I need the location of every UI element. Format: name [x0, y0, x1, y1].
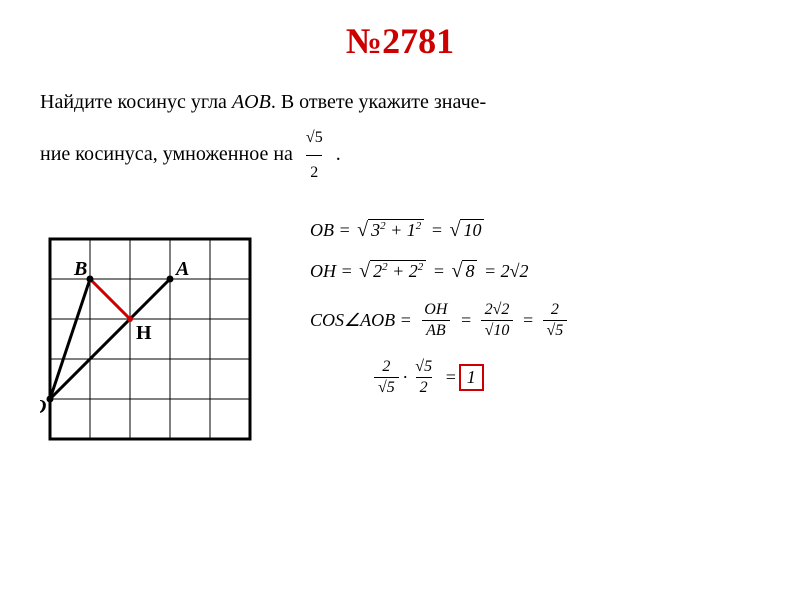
content-row: OBAН OB = √32 + 12 = √10 OH = √22 + 22 =… [40, 209, 760, 464]
problem-text-1: Найдите косинус угла [40, 91, 232, 113]
eq3-lhs: COS∠AOB [310, 310, 395, 331]
eq-equals: = [455, 310, 476, 331]
eq2-result: 2√2 [501, 261, 529, 282]
equations-block: OB = √32 + 12 = √10 OH = √22 + 22 = √8 =… [310, 209, 760, 415]
eq-equals: = [334, 220, 355, 241]
problem-statement: Найдите косинус угла AOB. В ответе укажи… [40, 82, 760, 189]
sqrt-result: √10 [449, 219, 484, 242]
answer-box: 1 [459, 364, 484, 391]
eq-equals: = [426, 220, 447, 241]
eq-equals: = [440, 367, 457, 388]
equation-cos: COS∠AOB = OH AB = 2√2 √10 = 2 √5 [310, 301, 760, 340]
equation-answer: 2 √5 · √5 2 = 1 [370, 358, 760, 397]
dot-op: · [403, 367, 408, 388]
sqrt-mid: √8 [451, 260, 477, 283]
f-num: 2 [378, 358, 394, 377]
eq1-lhs: OB [310, 220, 334, 241]
f-num: 2√2 [481, 301, 514, 320]
f-den: √5 [374, 377, 399, 397]
frac-oh-ab: OH AB [420, 301, 451, 340]
f-den: AB [422, 320, 450, 340]
frac-3: 2 √5 [543, 301, 568, 340]
frac-2: 2√2 √10 [481, 301, 514, 340]
problem-text-1c: . В ответе укажите значе- [271, 91, 486, 113]
equation-ob: OB = √32 + 12 = √10 [310, 219, 760, 242]
problem-title: №2781 [40, 20, 760, 62]
frac-num: √5 [302, 122, 327, 155]
frac-a2: √5 2 [411, 358, 436, 397]
diagram-container: O B A Н [40, 209, 270, 464]
problem-text-2: ние косинуса, умноженное на [40, 143, 298, 165]
f-den: √5 [543, 320, 568, 340]
f-den: 2 [416, 377, 432, 397]
frac-a1: 2 √5 [374, 358, 399, 397]
f-num: 2 [547, 301, 563, 320]
f-den: √10 [481, 320, 514, 340]
f-num: OH [420, 301, 451, 320]
sqrt-expr: √22 + 22 [359, 260, 426, 283]
eq-equals: = [517, 310, 538, 331]
svg-text:O: O [40, 396, 46, 418]
eq-equals: = [428, 261, 449, 282]
equation-oh: OH = √22 + 22 = √8 = 2√2 [310, 260, 760, 283]
eq-equals: = [395, 310, 416, 331]
svg-text:A: A [174, 258, 189, 280]
eq2-lhs: OH [310, 261, 336, 282]
f-num: √5 [411, 358, 436, 377]
frac-den: 2 [306, 155, 322, 189]
geometry-diagram: O B A Н [40, 229, 270, 459]
sqrt-expr: √32 + 12 [357, 219, 424, 242]
angle-name: AOB [232, 91, 271, 113]
problem-period: . [336, 143, 341, 165]
eq-equals: = [336, 261, 357, 282]
svg-text:B: B [73, 258, 87, 280]
eq-equals: = [479, 261, 500, 282]
svg-text:Н: Н [136, 322, 152, 344]
problem-fraction: √5 2 [302, 122, 327, 189]
